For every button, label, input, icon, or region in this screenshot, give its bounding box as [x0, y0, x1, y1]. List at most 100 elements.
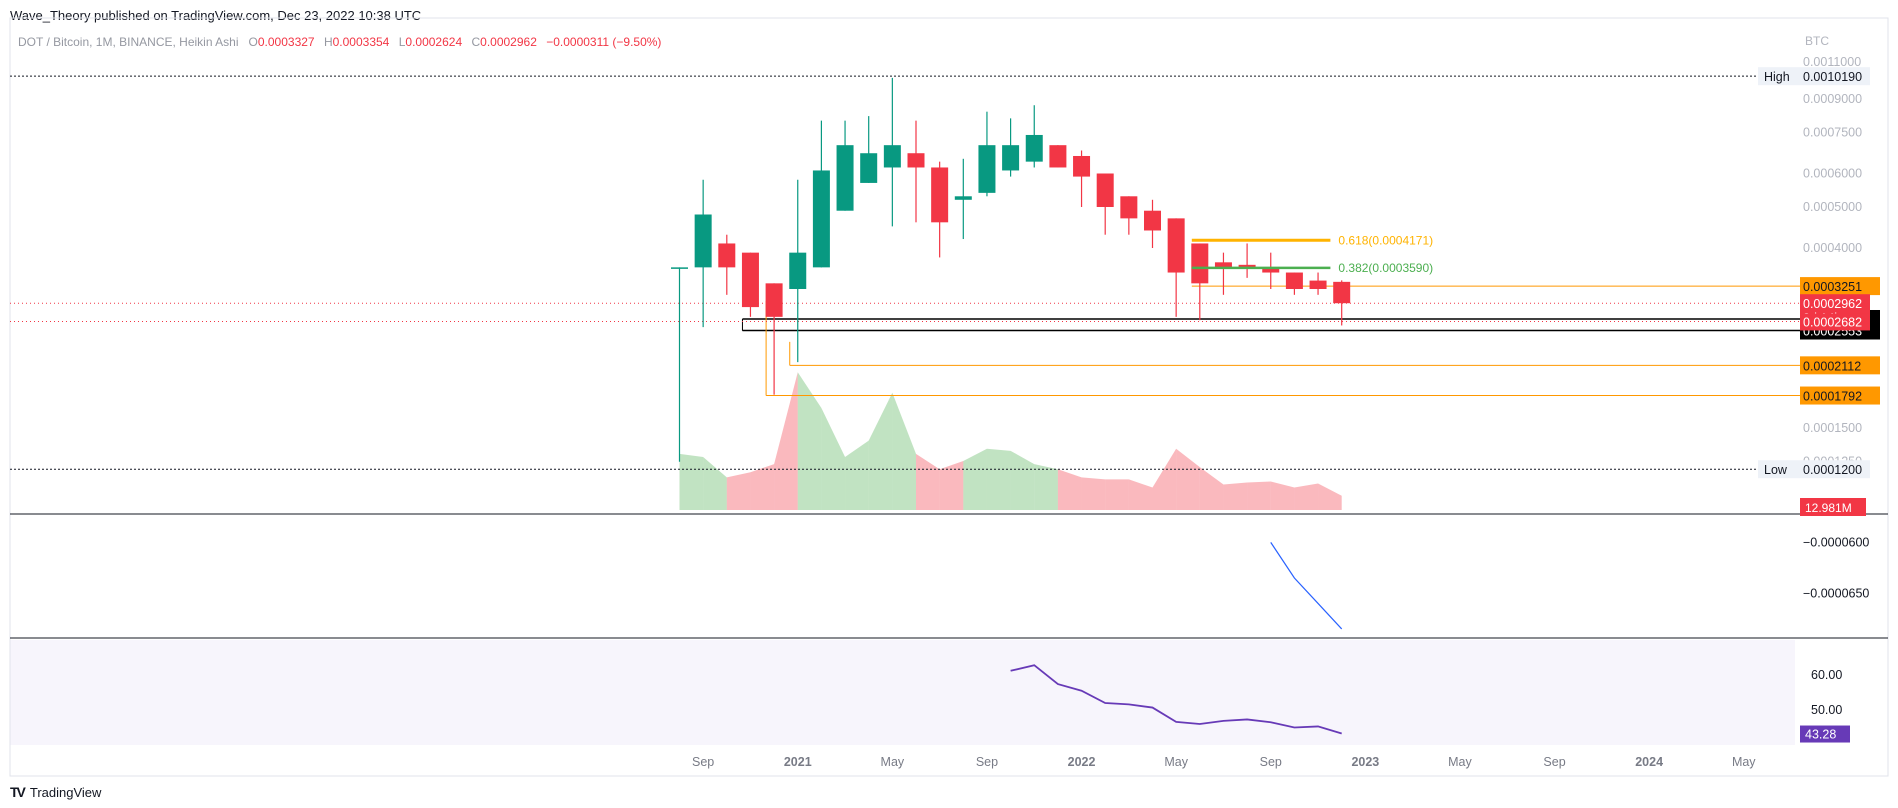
candle-body[interactable] [1120, 196, 1138, 219]
footer-brand: TradingView [29, 784, 102, 800]
volume-area-segment [1105, 479, 1129, 510]
oscillator-tick-label: −0.0000650 [1803, 586, 1869, 600]
currency-label: BTC [1805, 34, 1829, 48]
close-value: 0.0002962 [480, 35, 537, 49]
low-value-label: 0.0001200 [1803, 463, 1862, 477]
level-price-label: 0.0003251 [1803, 280, 1862, 294]
low-value-box [1800, 460, 1870, 479]
low-marker-label: 0.0002682 [1803, 315, 1862, 329]
price-tick-label: 0.0001500 [1803, 421, 1862, 435]
volume-area-segment [1247, 481, 1271, 510]
time-axis-label: May [1448, 755, 1472, 769]
candle-body[interactable] [671, 267, 688, 269]
time-axis-label: Sep [976, 755, 998, 769]
time-axis-label: Sep [1260, 755, 1282, 769]
volume-area-segment [892, 392, 916, 510]
open-value: 0.0003327 [257, 35, 315, 49]
rsi-tick-label: 50.00 [1811, 703, 1842, 717]
candle-body[interactable] [907, 153, 925, 168]
price-tick-label: 0.0009000 [1803, 92, 1862, 106]
candle-body[interactable] [741, 252, 759, 308]
candle-body[interactable] [718, 243, 736, 268]
candle-body[interactable] [931, 167, 949, 223]
candle-body[interactable] [1096, 173, 1114, 207]
candle-body[interactable] [1214, 262, 1232, 268]
symbol-legend: DOT / Bitcoin, 1M, BINANCE, Heikin Ashi … [18, 35, 667, 49]
volume-area-segment [703, 456, 727, 510]
time-axis-label: May [881, 755, 905, 769]
volume-area-segment [1270, 481, 1295, 510]
candle-body[interactable] [1073, 155, 1091, 177]
volume-area-segment [797, 372, 822, 510]
fibonacci-label: 0.618(0.0004171) [1338, 233, 1433, 247]
rsi-last-label: 43.28 [1805, 728, 1836, 742]
time-axis-label: May [1732, 755, 1756, 769]
volume-area-segment [1223, 482, 1248, 510]
volume-area-segment [1199, 467, 1224, 510]
candle-body[interactable] [860, 153, 878, 183]
candle-body[interactable] [1285, 272, 1303, 290]
price-tick-label: 0.0011000 [1803, 55, 1861, 69]
volume-area-segment [821, 408, 846, 510]
volume-area-segment [774, 372, 798, 510]
last-price-label: 0.0002962 [1803, 297, 1862, 311]
oscillator-tick-label: −0.0000600 [1803, 535, 1869, 549]
volume-area-segment [963, 448, 987, 510]
oscillator-line [1270, 542, 1343, 630]
volume-area-segment [1010, 450, 1035, 510]
footer: TV TradingView [10, 784, 101, 800]
candle-body[interactable] [789, 252, 807, 290]
high-tag-label: High [1764, 70, 1790, 84]
candle-body[interactable] [1262, 267, 1280, 273]
volume-area-segment [1152, 448, 1177, 510]
volume-area-segment [750, 464, 775, 510]
volume-area-segment [1128, 479, 1153, 510]
volume-area-segment [726, 472, 751, 510]
fibonacci-label: 0.382(0.0003590) [1338, 261, 1433, 275]
volume-area-segment [1294, 483, 1319, 510]
candle-body[interactable] [1144, 210, 1161, 231]
candle-body[interactable] [1002, 145, 1020, 171]
candle-body[interactable] [1333, 281, 1351, 304]
price-tick-label: 0.0006000 [1803, 167, 1862, 181]
price-tick-label: 0.0007500 [1803, 125, 1862, 139]
close-label: C [471, 35, 481, 49]
time-axis-label: 2021 [784, 755, 812, 769]
volume-area-segment [1176, 448, 1200, 510]
symbol-title[interactable]: DOT / Bitcoin, 1M, BINANCE, Heikin Ashi [18, 35, 239, 49]
level-price-box [1800, 386, 1880, 405]
candle-body[interactable] [1049, 145, 1067, 168]
volume-area-segment [679, 453, 704, 510]
candle-body[interactable] [1025, 134, 1043, 162]
volume-area-segment [845, 440, 869, 510]
level-price-label: 0.0002112 [1803, 359, 1861, 373]
high-tag-box [1758, 67, 1800, 86]
candle-body[interactable] [1191, 243, 1209, 284]
time-axis-label: Sep [1543, 755, 1565, 769]
volume-area-segment [1034, 464, 1058, 510]
volume-area-segment [986, 448, 1011, 510]
volume-area-segment [1081, 477, 1106, 510]
volume-area-segment [1318, 483, 1342, 510]
low-marker-box [1800, 313, 1870, 331]
volume-area-segment [868, 392, 893, 510]
time-axis-label: Sep [692, 755, 714, 769]
candle-body[interactable] [812, 170, 830, 268]
candle-body[interactable] [765, 283, 783, 317]
candle-body[interactable] [978, 145, 996, 193]
level-price-label: 0.0001792 [1803, 390, 1862, 404]
candle-body[interactable] [694, 214, 712, 268]
volume-last-box [1800, 498, 1866, 516]
low-tag-box [1758, 460, 1800, 479]
candle-body[interactable] [954, 196, 972, 200]
time-axis-label: 2022 [1068, 755, 1096, 769]
candle-body[interactable] [1309, 280, 1327, 290]
candle-body[interactable] [1238, 264, 1256, 268]
candle-body[interactable] [883, 145, 901, 168]
candle-body[interactable] [836, 145, 854, 211]
candle-body[interactable] [1167, 218, 1185, 273]
level-price-box [1800, 277, 1880, 296]
time-axis-label: 2024 [1635, 755, 1663, 769]
time-axis-label: May [1164, 755, 1188, 769]
